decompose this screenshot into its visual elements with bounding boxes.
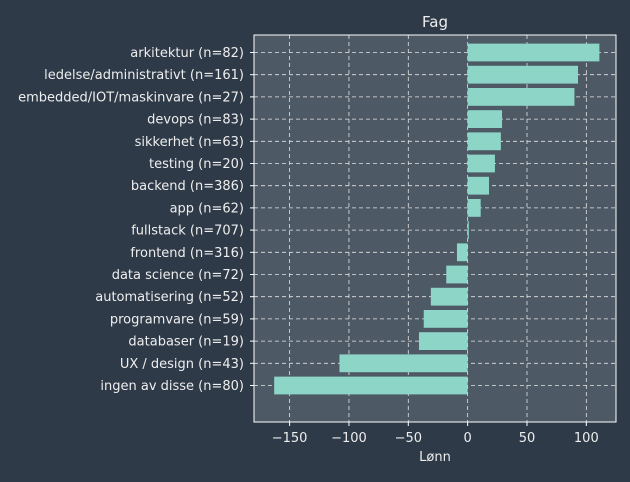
y-tick-label: UX / design (n=43) [120, 357, 244, 372]
y-tick-label: programvare (n=59) [110, 312, 244, 327]
bar [467, 221, 469, 239]
y-tick-label: frontend (n=316) [130, 246, 244, 261]
bar [467, 43, 600, 62]
y-axis-ticks: arkitektur (n=82) ledelse/administrativt … [18, 46, 254, 394]
y-tick-label: embedded/IOT/maskinvare (n=27) [18, 90, 244, 105]
x-tick-label: 0 [463, 431, 471, 446]
bar [446, 265, 468, 284]
y-tick-label: devops (n=83) [147, 113, 244, 128]
bars [274, 43, 600, 395]
bar [274, 376, 468, 395]
y-tick-label: arkitektur (n=82) [130, 46, 244, 61]
bar [467, 132, 501, 151]
bar [467, 154, 495, 173]
bar [467, 110, 503, 128]
y-tick-label: testing (n=20) [149, 157, 244, 172]
bar [339, 354, 468, 373]
x-tick-label: −150 [272, 431, 308, 446]
y-tick-label: ledelse/administrativt (n=161) [44, 68, 244, 83]
y-tick-label: databaser (n=19) [128, 335, 244, 350]
y-tick-label: ingen av disse (n=80) [100, 379, 244, 394]
bar [430, 287, 468, 306]
y-tick-label: data science (n=72) [112, 268, 244, 283]
y-tick-label: sikkerhet (n=63) [135, 135, 244, 150]
y-tick-label: backend (n=386) [131, 179, 244, 194]
bar [467, 65, 579, 84]
y-tick-label: automatisering (n=52) [95, 290, 244, 305]
y-tick-label: app (n=62) [170, 201, 244, 216]
bar [423, 310, 468, 328]
x-tick-label: 100 [574, 431, 599, 446]
bar [456, 243, 468, 262]
y-tick-label: fullstack (n=707) [131, 224, 244, 239]
bar [418, 332, 468, 350]
x-axis-ticks: −150 −100 −50 0 50 100 [272, 422, 599, 446]
bar [467, 199, 481, 217]
bar [467, 176, 490, 195]
x-tick-label: 50 [519, 431, 536, 446]
chart-title: Fag [422, 13, 448, 31]
x-tick-label: −100 [331, 431, 367, 446]
plot-frame [253, 34, 617, 423]
x-tick-label: −50 [395, 431, 422, 446]
bar [467, 88, 575, 106]
x-axis-label: Lønn [419, 450, 451, 465]
